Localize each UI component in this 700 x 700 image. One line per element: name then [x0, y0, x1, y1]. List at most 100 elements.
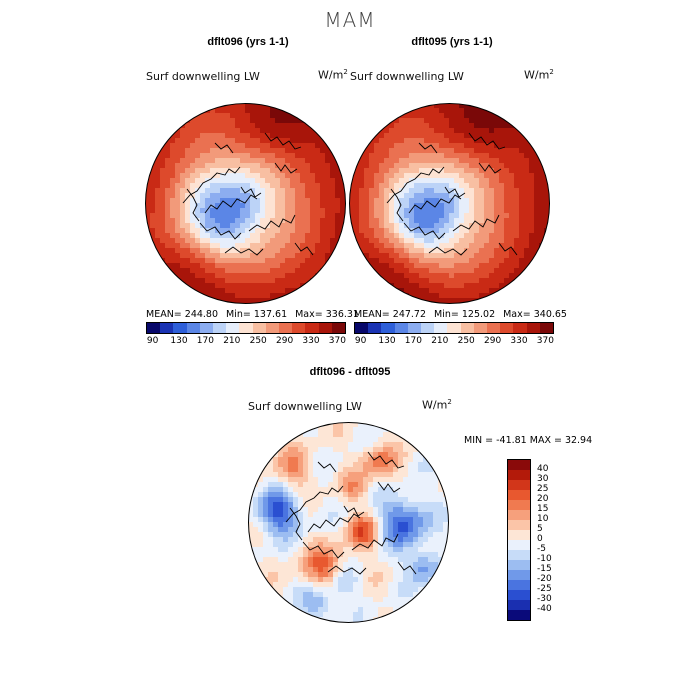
- colorbar-swatch: [213, 323, 227, 333]
- colorbar-tick-label: -40: [537, 604, 552, 614]
- colorbar-dflt095: [354, 322, 554, 334]
- polar-map-dflt095: [349, 103, 550, 304]
- colorbar-swatch: [539, 323, 554, 333]
- stat-min: Min= 137.61: [226, 309, 288, 320]
- colorbar-swatch: [460, 323, 474, 333]
- colorbar-swatch: [508, 600, 530, 610]
- panel-title-difference: dflt096 - dflt095: [309, 366, 391, 378]
- colorbar-tick-label: -25: [537, 584, 552, 594]
- colorbar-tick-label: 130: [378, 336, 396, 346]
- colorbar-swatch: [500, 323, 514, 333]
- colorbar-tick-label: -20: [537, 574, 552, 584]
- colorbar-tick-label: 0: [537, 534, 543, 544]
- panel-variable-label: Surf downwelling LW: [146, 70, 260, 83]
- colorbar-swatch: [487, 323, 501, 333]
- colorbar-swatch: [368, 323, 382, 333]
- panel-units-label: W/m2: [318, 68, 348, 82]
- colorbar-swatch: [381, 323, 395, 333]
- colorbar-swatch: [508, 560, 530, 570]
- colorbar-tick-label: 250: [249, 336, 267, 346]
- coastline: [386, 132, 518, 256]
- colorbar-tick-label: -10: [537, 554, 552, 564]
- map-border: [248, 422, 449, 623]
- colorbar-ticks: 40 30 25 20 15 10 5 0 -5 -10 -15 -20 -25 -30 -40: [537, 459, 567, 619]
- colorbar-swatch: [508, 490, 530, 500]
- colorbar-swatch: [508, 540, 530, 550]
- polar-map-dflt096-field: [145, 103, 346, 304]
- colorbar-tick-label: 40: [537, 464, 549, 474]
- colorbar-swatch: [473, 323, 488, 333]
- polar-map-difference-field: [248, 422, 449, 623]
- colorbar-swatch: [513, 323, 527, 333]
- colorbar-difference: [507, 459, 531, 621]
- colorbar-swatch: [508, 500, 530, 510]
- colorbar-tick-label: 290: [484, 336, 502, 346]
- colorbar-swatch: [252, 323, 266, 333]
- colorbar-ticks: 90 130 170 210 250 290 330 370: [354, 336, 554, 348]
- figure-title: MAM: [324, 8, 376, 32]
- colorbar-swatch: [508, 580, 530, 590]
- colorbar-swatch: [186, 323, 200, 333]
- stat-max: Max= 336.31: [295, 309, 359, 320]
- stat-mean: MEAN= 244.80: [146, 309, 219, 320]
- colorbar-swatch: [173, 323, 187, 333]
- colorbar-ticks: 90 130 170 210 250 290 330 370: [146, 336, 346, 348]
- colorbar-swatch: [265, 323, 280, 333]
- panel-variable-label: Surf downwelling LW: [248, 400, 362, 413]
- colorbar-tick-label: 15: [537, 504, 549, 514]
- colorbar-swatch: [226, 323, 240, 333]
- colorbar-tick-label: 170: [404, 336, 422, 346]
- colorbar-swatch: [355, 323, 369, 333]
- colorbar-swatch: [508, 590, 530, 600]
- panel-title-dflt096: dflt096 (yrs 1-1): [207, 36, 289, 48]
- coastline: [182, 132, 314, 256]
- colorbar-swatch: [147, 323, 161, 333]
- colorbar-tick-label: -30: [537, 594, 552, 604]
- polar-map-difference: [248, 422, 449, 623]
- colorbar-tick-label: 30: [537, 474, 549, 484]
- colorbar-swatch: [526, 323, 540, 333]
- colorbar-swatch: [305, 323, 319, 333]
- panel-units-label: W/m2: [422, 398, 452, 412]
- colorbar-tick-label: 330: [510, 336, 528, 346]
- colorbar-tick-label: 90: [146, 336, 159, 346]
- colorbar-swatch: [508, 510, 530, 520]
- map-border: [145, 103, 346, 304]
- colorbar-swatch: [508, 550, 530, 560]
- colorbar-swatch: [508, 480, 530, 490]
- colorbar-swatch: [394, 323, 408, 333]
- panel-units-label: W/m2: [524, 68, 554, 82]
- colorbar-swatch: [508, 530, 530, 540]
- stat-min: Min= 125.02: [434, 309, 496, 320]
- colorbar-tick-label: 10: [537, 514, 549, 524]
- polar-map-dflt096: [145, 103, 346, 304]
- colorbar-tick-label: 130: [170, 336, 188, 346]
- colorbar-tick-label: -5: [537, 544, 546, 554]
- stat-mean: MEAN= 247.72: [354, 309, 427, 320]
- colorbar-swatch: [318, 323, 332, 333]
- colorbar-tick-label: 20: [537, 494, 549, 504]
- colorbar-swatch: [239, 323, 253, 333]
- colorbar-tick-label: 210: [431, 336, 449, 346]
- coastline: [285, 451, 417, 575]
- colorbar-dflt096: [146, 322, 346, 334]
- panel-title-dflt095: dflt095 (yrs 1-1): [411, 36, 493, 48]
- colorbar-tick-label: 210: [223, 336, 241, 346]
- colorbar-swatch: [508, 470, 530, 480]
- colorbar-tick-label: 330: [302, 336, 320, 346]
- polar-map-dflt095-field: [349, 103, 550, 304]
- colorbar-swatch: [160, 323, 174, 333]
- colorbar-tick-label: 370: [536, 336, 554, 346]
- colorbar-tick-label: -15: [537, 564, 552, 574]
- colorbar-tick-label: 25: [537, 484, 549, 494]
- colorbar-swatch: [508, 520, 530, 530]
- colorbar-tick-label: 5: [537, 524, 543, 534]
- colorbar-swatch: [447, 323, 461, 333]
- stat-max: Max= 340.65: [503, 309, 567, 320]
- colorbar-swatch: [508, 460, 530, 470]
- colorbar-swatch: [331, 323, 346, 333]
- colorbar-swatch: [421, 323, 435, 333]
- panel-stats: MEAN= 244.80 Min= 137.61 Max= 336.31: [146, 309, 359, 320]
- colorbar-swatch: [508, 570, 530, 580]
- colorbar-tick-label: 290: [276, 336, 294, 346]
